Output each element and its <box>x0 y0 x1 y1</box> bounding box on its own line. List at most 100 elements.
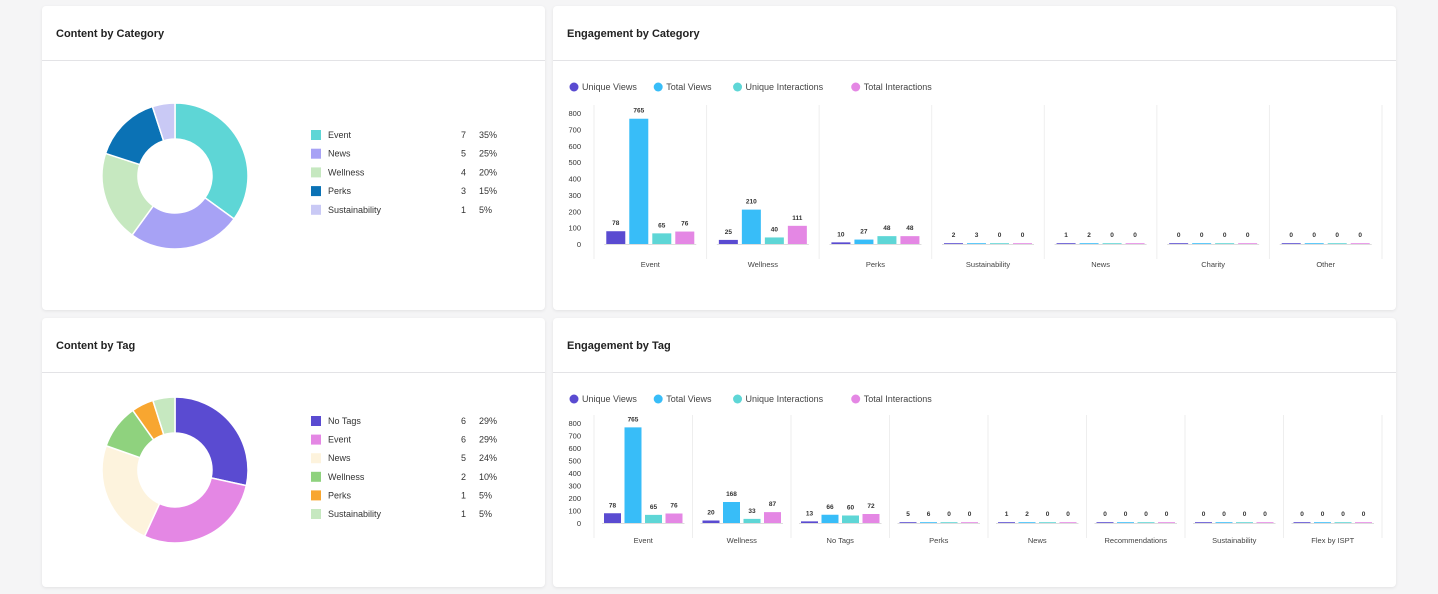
bar-other-total-interactions[interactable] <box>1350 243 1370 244</box>
bar-event-total-interactions[interactable] <box>675 231 695 244</box>
bar-value-label: 76 <box>670 503 678 510</box>
legend-label-no-tags[interactable]: No Tags <box>328 416 361 426</box>
legend-marker-unique-views[interactable] <box>569 82 579 92</box>
legend-item-unique-views[interactable]: Unique Views <box>582 82 637 92</box>
bar-event-unique-interactions[interactable] <box>652 233 672 244</box>
bar-news-total-interactions[interactable] <box>1125 243 1145 244</box>
bar-flex-by-ispt-total-views[interactable] <box>1314 522 1331 523</box>
category-label-perks: Perks <box>929 536 948 545</box>
bar-no-tags-total-interactions[interactable] <box>862 514 880 523</box>
bar-charity-unique-interactions[interactable] <box>1215 243 1235 244</box>
bar-charity-unique-views[interactable] <box>1169 243 1189 244</box>
bar-value-label: 33 <box>748 508 756 515</box>
slice-event[interactable] <box>143 477 248 544</box>
bar-event-total-interactions[interactable] <box>665 513 683 524</box>
legend-marker-total-interactions[interactable] <box>851 82 861 92</box>
bar-event-unique-views[interactable] <box>606 231 626 244</box>
bar-news-unique-interactions[interactable] <box>1039 522 1056 523</box>
bar-news-total-views[interactable] <box>1018 522 1036 523</box>
bar-recommendations-total-interactions[interactable] <box>1158 522 1175 523</box>
bar-news-total-views[interactable] <box>1079 243 1099 244</box>
legend-marker-total-interactions[interactable] <box>851 394 861 404</box>
legend-item-total-views[interactable]: Total Views <box>666 394 712 404</box>
bar-charity-total-views[interactable] <box>1192 243 1212 244</box>
bar-event-unique-views[interactable] <box>604 513 621 523</box>
bar-news-unique-interactions[interactable] <box>1102 243 1122 244</box>
bar-wellness-total-interactions[interactable] <box>764 512 781 523</box>
slice-news[interactable] <box>131 196 236 250</box>
legend-item-unique-interactions[interactable]: Unique Interactions <box>746 82 824 92</box>
bar-flex-by-ispt-total-interactions[interactable] <box>1355 522 1372 523</box>
bar-recommendations-total-views[interactable] <box>1117 522 1134 523</box>
bar-event-unique-interactions[interactable] <box>645 514 662 523</box>
bar-perks-unique-interactions[interactable] <box>940 522 958 523</box>
legend-label-event[interactable]: Event <box>328 130 352 140</box>
legend-marker-total-views[interactable] <box>653 394 663 404</box>
slice-event[interactable] <box>174 102 249 220</box>
legend-label-news[interactable]: News <box>328 453 351 463</box>
slice-sustainability[interactable] <box>151 396 176 436</box>
bar-charity-total-interactions[interactable] <box>1238 243 1258 244</box>
legend-label-event[interactable]: Event <box>328 435 352 445</box>
bar-wellness-unique-views[interactable] <box>718 239 738 244</box>
bar-no-tags-total-views[interactable] <box>821 514 839 523</box>
bar-flex-by-ispt-unique-interactions[interactable] <box>1334 522 1352 523</box>
bar-sustainability-unique-views[interactable] <box>944 243 963 244</box>
bar-sustainability-total-interactions[interactable] <box>1256 522 1274 523</box>
legend-label-perks[interactable]: Perks <box>328 490 352 500</box>
bar-wellness-total-views[interactable] <box>723 502 740 523</box>
bar-news-unique-views[interactable] <box>1056 243 1076 244</box>
bar-sustainability-unique-interactions[interactable] <box>990 243 1009 244</box>
bar-perks-unique-interactions[interactable] <box>877 236 897 244</box>
bar-flex-by-ispt-unique-views[interactable] <box>1293 522 1311 523</box>
bar-sustainability-total-interactions[interactable] <box>1013 243 1032 244</box>
legend-label-sustainability[interactable]: Sustainability <box>328 205 382 215</box>
bar-perks-total-interactions[interactable] <box>961 522 978 523</box>
legend-label-sustainability[interactable]: Sustainability <box>328 509 382 519</box>
bar-sustainability-total-views[interactable] <box>967 243 986 244</box>
bar-wellness-unique-interactions[interactable] <box>743 518 761 523</box>
bar-news-unique-views[interactable] <box>998 522 1015 523</box>
legend-item-unique-interactions[interactable]: Unique Interactions <box>746 394 824 404</box>
bar-no-tags-unique-interactions[interactable] <box>842 515 859 524</box>
legend-marker-unique-interactions[interactable] <box>733 82 743 92</box>
bar-other-unique-views[interactable] <box>1281 243 1301 244</box>
legend-marker-unique-interactions[interactable] <box>733 394 743 404</box>
bar-other-total-views[interactable] <box>1304 243 1324 244</box>
legend-item-unique-views[interactable]: Unique Views <box>582 394 637 404</box>
bar-sustainability-unique-views[interactable] <box>1195 522 1212 523</box>
bar-perks-total-interactions[interactable] <box>900 236 920 244</box>
bar-wellness-total-views[interactable] <box>741 209 761 244</box>
legend-label-wellness[interactable]: Wellness <box>328 167 365 177</box>
legend-swatch-no-tags <box>311 416 321 426</box>
bar-event-total-views[interactable] <box>624 427 642 523</box>
legend-label-wellness[interactable]: Wellness <box>328 472 365 482</box>
bar-news-total-interactions[interactable] <box>1059 522 1077 523</box>
slice-news[interactable] <box>101 444 161 538</box>
bar-recommendations-unique-views[interactable] <box>1096 522 1114 523</box>
bar-event-total-views[interactable] <box>629 118 649 244</box>
legend-item-total-interactions[interactable]: Total Interactions <box>864 394 933 404</box>
content-by-category-card: Content by Category Event 7 35% News 5 25% Wel… <box>42 6 545 310</box>
legend-item-total-views[interactable]: Total Views <box>666 82 712 92</box>
bar-perks-total-views[interactable] <box>920 522 937 523</box>
bar-no-tags-unique-views[interactable] <box>801 521 818 523</box>
bar-sustainability-total-views[interactable] <box>1215 522 1233 523</box>
legend-marker-total-views[interactable] <box>653 82 663 92</box>
slice-no-tags[interactable] <box>174 396 249 487</box>
bar-perks-unique-views[interactable] <box>831 242 851 244</box>
bar-recommendations-unique-interactions[interactable] <box>1137 522 1155 523</box>
slice-sustainability[interactable] <box>151 102 176 142</box>
bar-wellness-unique-views[interactable] <box>702 520 720 524</box>
legend-percent-wellness: 20% <box>479 167 497 177</box>
legend-item-total-interactions[interactable]: Total Interactions <box>864 82 933 92</box>
bar-perks-unique-views[interactable] <box>899 522 917 523</box>
legend-label-perks[interactable]: Perks <box>328 186 352 196</box>
bar-wellness-total-interactions[interactable] <box>787 225 807 244</box>
legend-label-news[interactable]: News <box>328 149 351 159</box>
legend-marker-unique-views[interactable] <box>569 394 579 404</box>
bar-wellness-unique-interactions[interactable] <box>764 237 784 244</box>
bar-sustainability-unique-interactions[interactable] <box>1236 522 1253 523</box>
bar-perks-total-views[interactable] <box>854 239 874 244</box>
bar-other-unique-interactions[interactable] <box>1327 243 1347 244</box>
